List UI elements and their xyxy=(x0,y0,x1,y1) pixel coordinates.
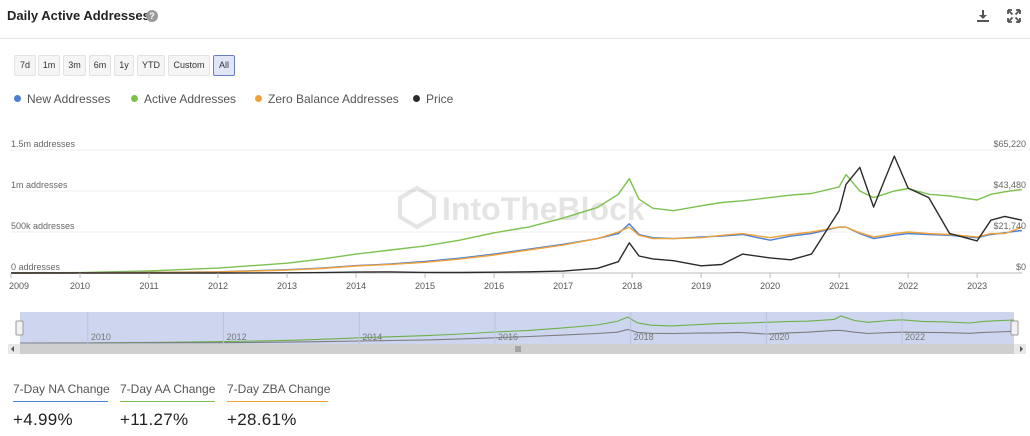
y-right-tick-label: $65,220 xyxy=(993,139,1026,149)
legend-dot-new xyxy=(14,95,21,102)
stat-label: 7-Day ZBA Change xyxy=(227,382,330,402)
range-ytd-button[interactable]: YTD xyxy=(137,55,165,76)
download-icon[interactable] xyxy=(976,9,990,23)
legend-dot-zero xyxy=(255,95,262,102)
y-right-tick-label: $21,740 xyxy=(993,221,1026,231)
navigator-selection[interactable] xyxy=(20,312,1014,344)
range-1m-button[interactable]: 1m xyxy=(38,55,60,76)
scrollbar-grip-icon[interactable] xyxy=(515,346,521,352)
y-right-tick-label: $43,480 xyxy=(993,180,1026,190)
y-axis-labels: 0 addresses 500k addresses 1m addresses 1.5… xyxy=(11,139,1026,272)
x-tick-label: 2022 xyxy=(898,281,918,291)
legend-active-addresses[interactable]: Active Addresses xyxy=(131,92,236,106)
stat-label: 7-Day AA Change xyxy=(120,382,215,402)
x-tick-label: 2015 xyxy=(415,281,435,291)
x-tick-label: 2011 xyxy=(139,281,158,291)
navigator-handle-left[interactable] xyxy=(15,320,24,336)
x-tick-label: 2009 xyxy=(9,281,29,291)
y-left-tick-label: 1m addresses xyxy=(11,180,68,190)
navigator-tick-label: 2010 xyxy=(91,332,111,342)
range-6m-button[interactable]: 6m xyxy=(89,55,111,76)
legend-label-price: Price xyxy=(426,92,454,106)
navigator-tick-label: 2022 xyxy=(905,332,925,342)
watermark: IntoTheBlock xyxy=(398,185,645,230)
svg-text:IntoTheBlock: IntoTheBlock xyxy=(442,191,645,227)
stat-na-change: 7-Day NA Change +4.99% xyxy=(13,382,110,430)
page-title: Daily Active Addresses xyxy=(7,8,150,23)
navigator-tick-label: 2012 xyxy=(227,332,247,342)
legend-dot-active xyxy=(131,95,138,102)
x-tick-label: 2013 xyxy=(277,281,297,291)
stat-value: +4.99% xyxy=(13,410,73,429)
range-7d-button[interactable]: 7d xyxy=(14,55,36,76)
range-1y-button[interactable]: 1y xyxy=(114,55,134,76)
stat-aa-change: 7-Day AA Change +11.27% xyxy=(120,382,215,430)
legend-dot-price xyxy=(413,95,420,102)
navigator[interactable]: 2010 2012 2014 2016 2018 2020 2022 xyxy=(0,310,1030,356)
navigator-labels: 2010 2012 2014 2016 2018 2020 2022 xyxy=(87,312,925,344)
series-line-price[interactable] xyxy=(11,155,1023,274)
series-line-new-addresses[interactable] xyxy=(10,223,1023,274)
scroll-left-arrow-icon[interactable] xyxy=(11,346,14,352)
navigator-tick-label: 2018 xyxy=(634,332,654,342)
y-left-tick-label: 1.5m addresses xyxy=(11,139,76,149)
chart-area: IntoTheBlock 0 addresses 500k addresses 1m… xyxy=(9,139,1026,291)
stat-value: +28.61% xyxy=(227,410,297,429)
x-axis-labels: 2009 2010 2011 2012 2013 2014 2015 2016 2017 2018… xyxy=(9,273,987,291)
legend-zero-balance-addresses[interactable]: Zero Balance Addresses xyxy=(255,92,399,106)
y-left-tick-label: 0 addresses xyxy=(11,262,61,272)
range-custom-button[interactable]: Custom xyxy=(168,55,210,76)
expand-icon[interactable] xyxy=(1007,9,1021,23)
x-tick-label: 2010 xyxy=(70,281,90,291)
help-icon[interactable]: ? xyxy=(146,10,158,22)
scroll-right-arrow-icon[interactable] xyxy=(1020,346,1023,352)
legend-label-new: New Addresses xyxy=(27,92,111,106)
chart-header: Daily Active Addresses ? xyxy=(0,0,1030,39)
navigator-tick-label: 2014 xyxy=(362,332,382,342)
navigator-tick-label: 2020 xyxy=(769,332,789,342)
legend-new-addresses[interactable]: New Addresses xyxy=(14,92,110,106)
stat-zba-change: 7-Day ZBA Change +28.61% xyxy=(227,382,330,430)
legend-label-zero: Zero Balance Addresses xyxy=(268,92,399,106)
x-tick-label: 2017 xyxy=(553,281,573,291)
x-tick-label: 2018 xyxy=(622,281,642,291)
x-tick-label: 2023 xyxy=(967,281,987,291)
scrollbar-thumb[interactable] xyxy=(20,344,1014,354)
series-layer xyxy=(10,155,1023,274)
navigator-tick-label: 2016 xyxy=(498,332,518,342)
y-right-tick-label: $0 xyxy=(1016,262,1026,272)
range-3m-button[interactable]: 3m xyxy=(63,55,86,76)
x-tick-label: 2012 xyxy=(208,281,228,291)
legend-label-active: Active Addresses xyxy=(144,92,237,106)
x-tick-label: 2014 xyxy=(346,281,366,291)
range-all-button[interactable]: All xyxy=(213,55,235,76)
y-left-tick-label: 500k addresses xyxy=(11,221,75,231)
x-tick-label: 2021 xyxy=(829,281,849,291)
x-tick-label: 2020 xyxy=(760,281,780,291)
stat-value: +11.27% xyxy=(120,410,189,429)
stat-label: 7-Day NA Change xyxy=(13,382,110,402)
series-line-zero-balance-addresses[interactable] xyxy=(10,226,1023,274)
navigator-handle-right[interactable] xyxy=(1010,320,1019,336)
x-tick-label: 2019 xyxy=(691,281,711,291)
x-tick-label: 2016 xyxy=(484,281,504,291)
legend-price[interactable]: Price xyxy=(413,92,453,106)
